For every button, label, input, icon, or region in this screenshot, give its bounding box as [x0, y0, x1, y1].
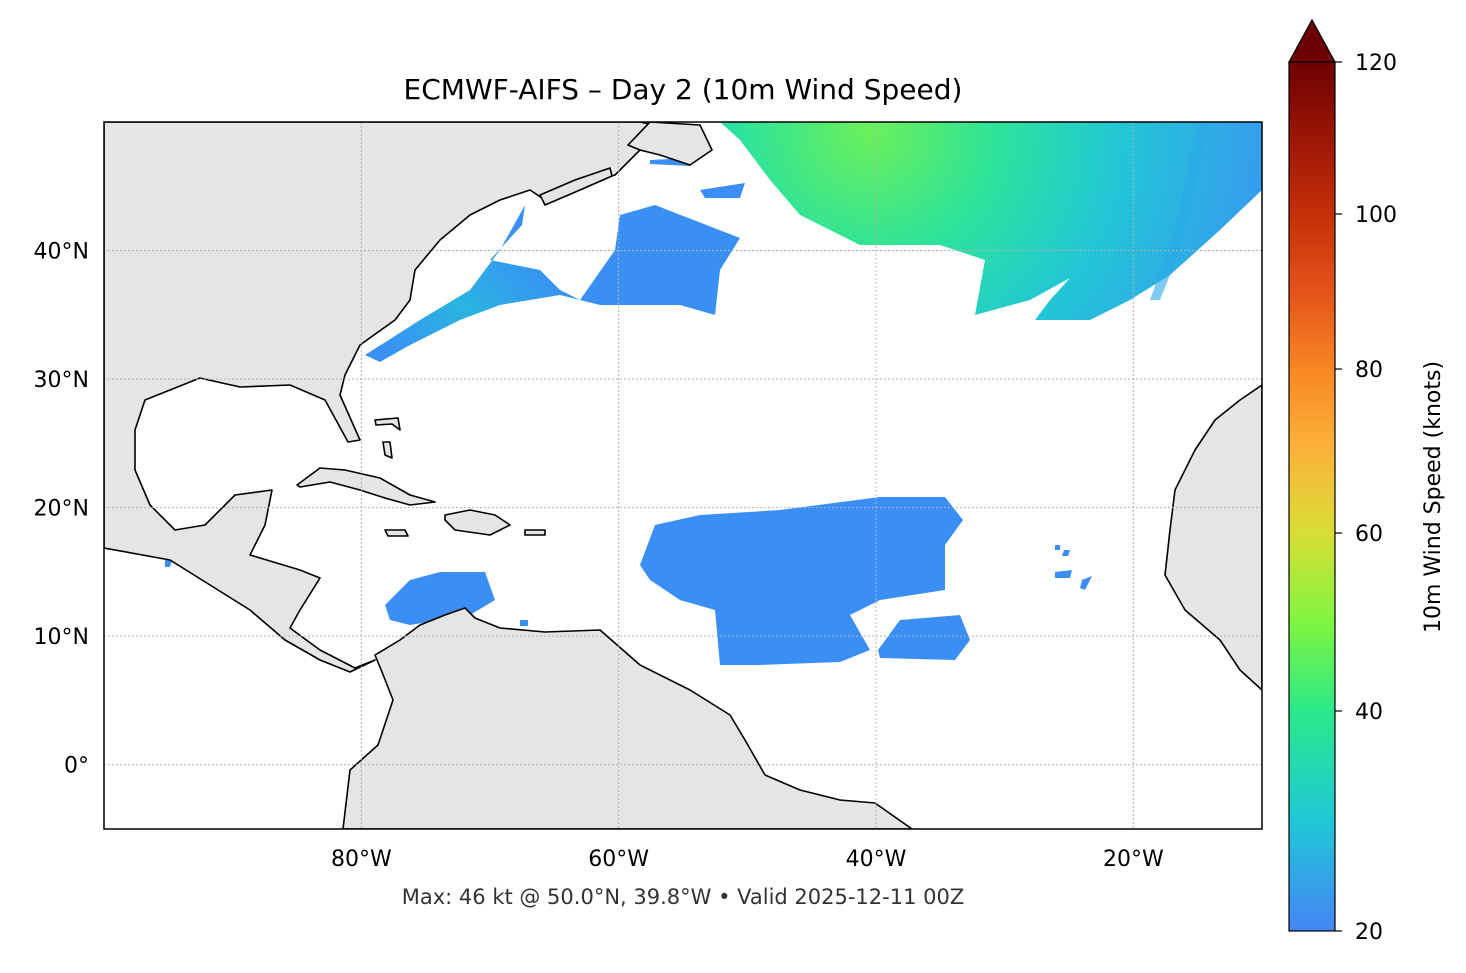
lat-tick-label: 30°N [34, 368, 89, 393]
colorbar-extend-max [1287, 18, 1337, 63]
colorbar-tick-label: 120 [1355, 51, 1397, 76]
colorbar-bar [1288, 61, 1336, 932]
land-masses [104, 122, 1262, 829]
lat-tick-label: 20°N [34, 497, 89, 522]
lon-tick-label: 40°W [846, 847, 907, 872]
lon-tick-label: 80°W [331, 847, 392, 872]
map-frame [103, 121, 1263, 830]
colorbar-label: 10m Wind Speed (knots) [1421, 361, 1446, 633]
africa [1164, 384, 1262, 691]
map-area[interactable] [104, 122, 1262, 829]
lat-tick-label: 10°N [34, 625, 89, 650]
colorbar-tick-label: 20 [1355, 920, 1383, 945]
latitude-ticks: 0° 10°N 20°N 30°N 40°N [34, 240, 89, 779]
map-title: ECMWF-AIFS – Day 2 (10m Wind Speed) [404, 73, 963, 106]
longitude-ticks: 80°W 60°W 40°W 20°W [331, 847, 1164, 872]
south-america [342, 607, 913, 829]
gridlines [104, 122, 1262, 829]
lat-tick-label: 0° [64, 754, 89, 779]
lon-tick-label: 20°W [1103, 847, 1164, 872]
colorbar: 20 40 60 80 100 120 10m Wind Speed (knots) [1287, 18, 1446, 945]
hispaniola [444, 509, 511, 536]
colorbar-tick-label: 40 [1355, 700, 1383, 725]
lon-tick-label: 60°W [588, 847, 649, 872]
puerto-rico [524, 529, 546, 536]
footer-max-valid: Max: 46 kt @ 50.0°N, 39.8°W • Valid 2025… [402, 885, 965, 909]
cuba [296, 467, 436, 506]
colorbar-tick-label: 80 [1355, 358, 1383, 383]
north-central-america [104, 122, 701, 673]
nova-scotia [539, 167, 613, 206]
colorbar-tick-label: 60 [1355, 522, 1383, 547]
lat-tick-label: 40°N [34, 240, 89, 265]
jamaica [384, 529, 409, 537]
colorbar-tick-label: 100 [1355, 203, 1397, 228]
bahamas [374, 417, 401, 459]
